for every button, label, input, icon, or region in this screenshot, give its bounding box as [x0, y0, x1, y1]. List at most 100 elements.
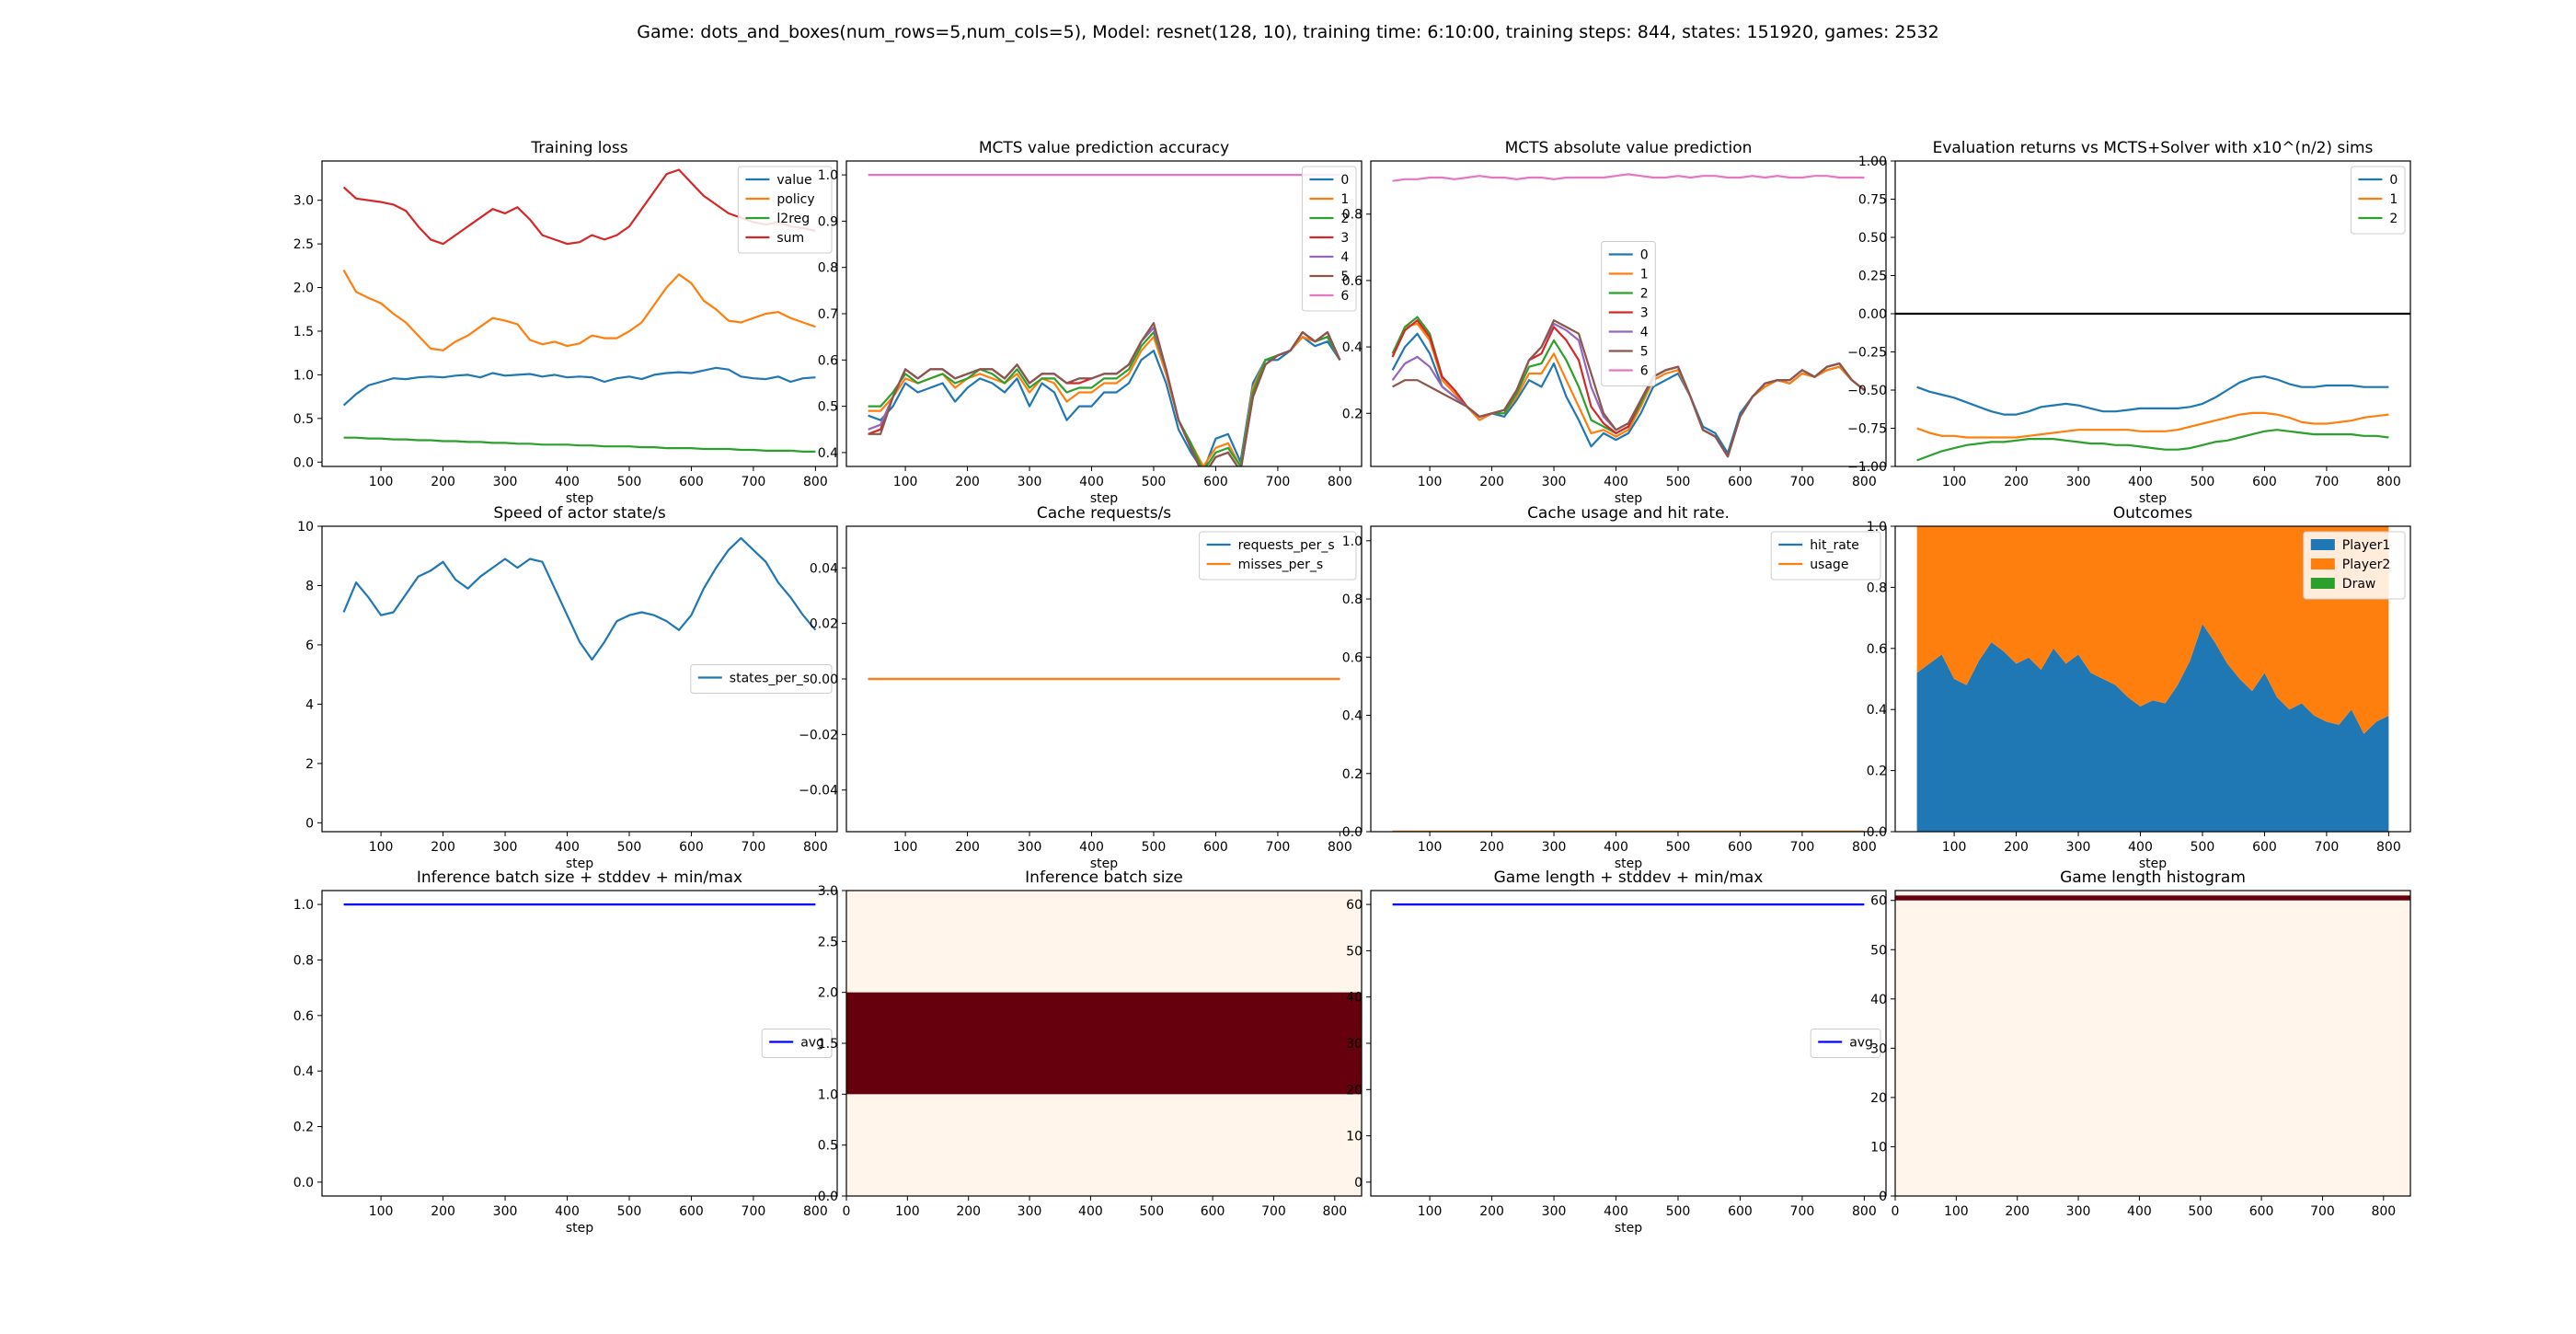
y-tick-label: 2.0 — [818, 986, 838, 1001]
x-tick-label: 100 — [1418, 840, 1443, 855]
x-tick-label: 200 — [431, 475, 455, 489]
plot-area — [1391, 173, 1866, 458]
x-tick-label: 800 — [803, 475, 828, 489]
plot-cache-requests: 100 200 300 400 500 600 700 800 −0.04 −0.02 0.00 0.… — [799, 504, 1363, 871]
y-tick-label: 3.0 — [818, 884, 838, 899]
y-tick-label: 0.8 — [818, 261, 838, 276]
legend-swatch — [2310, 578, 2335, 589]
y-tick-label: 1.0 — [293, 898, 314, 913]
legend-label: 2 — [1640, 287, 1649, 302]
plot-title: Outcomes — [2113, 504, 2193, 523]
x-tick-label: 300 — [493, 475, 518, 489]
series-line-2 — [1916, 429, 2389, 462]
y-tick-label: 0.4 — [818, 446, 838, 461]
y-tick-label: 0.00 — [810, 673, 838, 687]
legend-swatch — [2310, 539, 2335, 550]
x-tick-label: 800 — [803, 840, 828, 855]
legend-swatch — [2310, 558, 2335, 569]
plot-game-length-avg: 100 200 300 400 500 600 700 8000102030405060Gam… — [1346, 868, 1887, 1236]
x-tick-label: 100 — [893, 840, 918, 855]
series-line-states_per_s — [342, 536, 817, 661]
x-tick-label: 500 — [2191, 475, 2215, 489]
x-tick-label: 500 — [617, 1204, 642, 1219]
x-tick-label: 400 — [1079, 475, 1104, 489]
legend-box — [737, 166, 833, 254]
y-tick-label: −1.00 — [1847, 460, 1887, 475]
x-tick-label: 300 — [1542, 840, 1567, 855]
plot-frame — [321, 890, 838, 1197]
x-tick-label: 200 — [2004, 475, 2029, 489]
series-line-value — [342, 366, 816, 407]
legend-label: 5 — [1340, 270, 1349, 284]
y-tick-label: 0.9 — [818, 214, 838, 229]
x-tick-label: 400 — [555, 475, 580, 489]
plot-title: Inference batch size + stddev + min/max — [417, 868, 742, 887]
legend-label: avg — [1849, 1036, 1873, 1051]
x-tick-label: 100 — [893, 475, 918, 489]
y-tick-label: 0.2 — [293, 1121, 314, 1135]
y-tick-label: 1.5 — [818, 1037, 838, 1052]
legend: value policy l2reg sum — [737, 166, 833, 254]
legend-label: misses_per_s — [1238, 558, 1324, 572]
plot-title: Inference batch size — [1025, 868, 1183, 887]
x-tick-label: 400 — [2128, 840, 2153, 855]
series-line-3 — [868, 327, 1341, 466]
legend-label: hit_rate — [1810, 538, 1859, 553]
plot-evaluation-returns: 100 200 300 400 500 600 700 800−1.00−0.75−0.50−… — [1847, 139, 2411, 506]
x-tick-label: 800 — [1328, 840, 1352, 855]
y-tick-label: 50 — [1870, 943, 1887, 958]
legend: 0 1 2 3 4 5 6 — [1601, 241, 1656, 386]
y-tick-label: 0.5 — [818, 1139, 838, 1154]
x-tick-label: 700 — [1790, 1204, 1815, 1219]
y-tick-label: −0.04 — [799, 784, 838, 799]
y-tick-label: 30 — [1870, 1041, 1887, 1056]
x-tick-label: 500 — [1666, 1204, 1691, 1219]
series-line-l2reg — [343, 436, 816, 453]
x-tick-label: 0 — [843, 1204, 851, 1219]
legend-label: policy — [776, 192, 814, 207]
x-axis-label: step — [2139, 491, 2167, 506]
y-tick-label: 0.2 — [1342, 407, 1363, 421]
y-tick-label: 0.0 — [1867, 825, 1887, 840]
series-line-2 — [868, 331, 1341, 466]
x-tick-label: 600 — [679, 475, 704, 489]
x-tick-label: 700 — [742, 1204, 766, 1219]
x-tick-label: 100 — [369, 475, 394, 489]
plot-frame — [1370, 160, 1887, 467]
y-tick-label: 40 — [1870, 993, 1887, 1007]
y-tick-label: 10 — [1346, 1130, 1363, 1144]
plot-area — [868, 174, 1341, 466]
y-tick-label: 30 — [1346, 1037, 1363, 1052]
x-axis-label: step — [2139, 857, 2167, 871]
plot-cache-usage: 100 200 300 400 500 600 700 8000.00.20.40.60.81… — [1342, 504, 1887, 871]
legend-label: avg — [800, 1036, 824, 1051]
legend: avg — [1810, 1029, 1881, 1058]
y-tick-label: 4 — [305, 697, 314, 712]
y-tick-label: 1.00 — [1858, 155, 1887, 169]
y-tick-label: 50 — [1346, 944, 1363, 959]
y-tick-label: 0.6 — [1342, 650, 1363, 665]
x-tick-label: 200 — [2005, 1204, 2030, 1219]
y-tick-label: 0.5 — [818, 400, 838, 415]
x-tick-label: 200 — [955, 475, 980, 489]
heatmap-band — [1895, 895, 2410, 901]
y-tick-label: 60 — [1346, 898, 1363, 913]
x-tick-label: 800 — [1852, 475, 1877, 489]
x-tick-label: 800 — [1852, 840, 1877, 855]
y-tick-label: 0.7 — [818, 307, 838, 322]
plot-title: Evaluation returns vs MCTS+Solver with x… — [1933, 139, 2374, 157]
x-tick-label: 500 — [1666, 475, 1691, 489]
x-tick-label: 300 — [1018, 475, 1042, 489]
x-tick-label: 300 — [493, 1204, 518, 1219]
series-line-policy — [342, 270, 816, 351]
plot-area — [1895, 312, 2410, 462]
x-tick-label: 600 — [1728, 840, 1753, 855]
x-tick-label: 600 — [1201, 1204, 1225, 1219]
x-tick-label: 100 — [1942, 840, 1967, 855]
x-tick-label: 500 — [617, 840, 642, 855]
x-axis-label: step — [1090, 491, 1118, 506]
legend-label: 2 — [1340, 212, 1349, 226]
heatmap-band — [846, 992, 1362, 1095]
x-tick-label: 200 — [1479, 840, 1504, 855]
